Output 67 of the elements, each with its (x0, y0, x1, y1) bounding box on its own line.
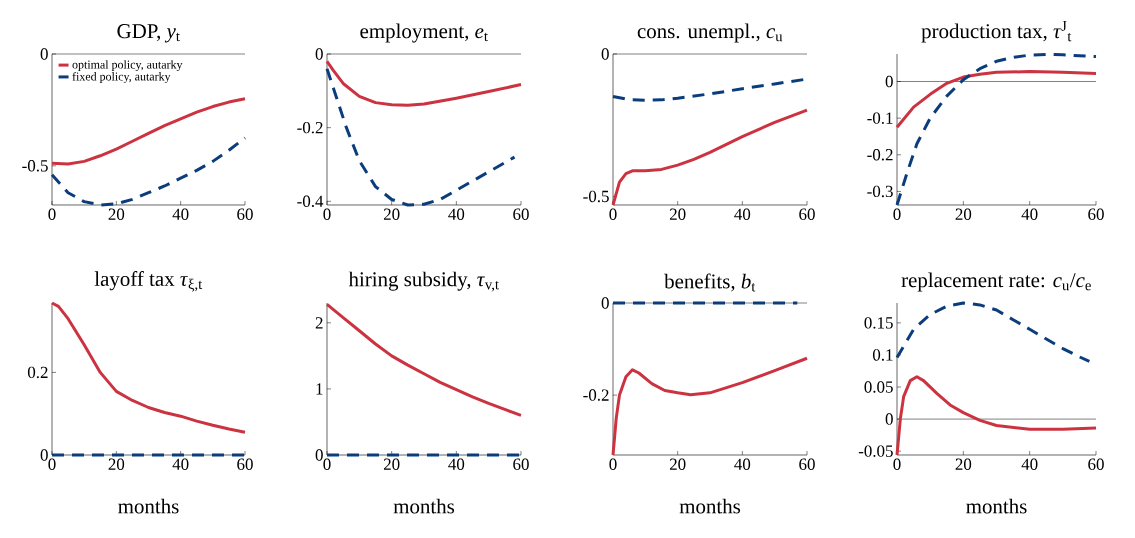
x-tick-label: 0 (609, 208, 617, 220)
x-tick-label: 20 (108, 208, 125, 220)
y-tick-label: 0 (601, 48, 609, 60)
x-tick-label: 40 (1021, 208, 1038, 220)
y-tick-label: 2 (315, 317, 323, 329)
y-tick-label: 0 (885, 413, 893, 425)
chart-title: employment, e$_{t}$ (360, 23, 488, 43)
y-tick-label: 0.15 (864, 317, 893, 329)
y-tick-label: -0.2 (297, 121, 323, 134)
y-tick-label: -0.05 (858, 445, 893, 457)
x-axis-title: months (393, 498, 455, 514)
x-tick-label: 20 (383, 208, 400, 220)
y-tick-label: -0.3 (867, 185, 893, 198)
x-tick-label: 40 (172, 458, 189, 470)
x-tick-label: 20 (955, 458, 972, 470)
y-tick-label: 0 (40, 48, 48, 60)
x-tick-label: 20 (383, 458, 400, 470)
x-tick-label: 60 (513, 458, 529, 470)
chart-title: benefits, b$_{t}$ (664, 273, 756, 292)
chart-title: GDP, y$_{t}$ (117, 24, 180, 43)
x-tick-label: 60 (1088, 208, 1104, 220)
y-tick-label: -0.5 (22, 160, 48, 172)
y-tick-label: 0.1 (872, 349, 893, 361)
y-tick-label: -0.1 (867, 112, 893, 124)
y-tick-label: 0 (40, 449, 48, 461)
x-tick-label: 40 (734, 208, 751, 220)
y-tick-label: 0.05 (864, 381, 893, 393)
y-tick-label: -0.5 (583, 190, 609, 203)
x-axis-title: months (966, 498, 1027, 514)
x-tick-label: 40 (448, 458, 465, 470)
x-axis-title: months (679, 498, 741, 514)
x-tick-label: 0 (893, 208, 901, 220)
x-tick-label: 60 (799, 208, 815, 220)
y-tick-label: -0.2 (867, 149, 893, 161)
x-tick-label: 60 (513, 208, 529, 220)
x-axis-title: months (118, 498, 179, 514)
y-tick-label: 0 (601, 297, 609, 309)
y-tick-label: 0 (315, 449, 323, 461)
x-tick-label: 0 (48, 208, 56, 220)
y-tick-label: 0 (885, 75, 893, 88)
x-tick-label: 60 (237, 458, 253, 470)
x-tick-label: 40 (734, 458, 751, 470)
x-tick-label: 60 (799, 458, 815, 470)
x-tick-label: 0 (893, 458, 901, 470)
x-tick-label: 20 (955, 208, 972, 220)
y-tick-label: 1 (316, 383, 323, 395)
chart-title: cons. unempl., c$_{u}$ (637, 23, 783, 43)
x-tick-label: 20 (108, 458, 125, 470)
x-tick-label: 40 (448, 208, 465, 220)
x-tick-label: 40 (1021, 458, 1038, 470)
y-tick-label: 0 (315, 48, 323, 60)
chart-title: production tax, τ$^{J}$t (921, 20, 1072, 43)
x-tick-label: 0 (48, 458, 56, 470)
y-tick-label: -0.4 (297, 195, 324, 208)
legend-label: fixed policy, autarky (72, 71, 171, 83)
chart-title: layoff tax τ$_{ξ,t}$ (94, 271, 203, 292)
x-tick-label: 20 (669, 208, 686, 220)
x-tick-label: 20 (669, 458, 686, 470)
y-tick-label: -0.2 (583, 389, 609, 401)
x-tick-label: 60 (237, 208, 253, 220)
x-tick-label: 0 (609, 458, 617, 470)
x-tick-label: 60 (1088, 458, 1104, 470)
chart-title: replacement rate: c$_{u}$/c$_{e}$ (901, 272, 1091, 292)
x-tick-label: 40 (172, 208, 189, 220)
chart-title: hiring subsidy, τ$_{v,t}$ (348, 271, 499, 292)
legend-label: optimal policy, autarky (72, 60, 183, 72)
y-tick-label: 0.2 (27, 366, 48, 379)
